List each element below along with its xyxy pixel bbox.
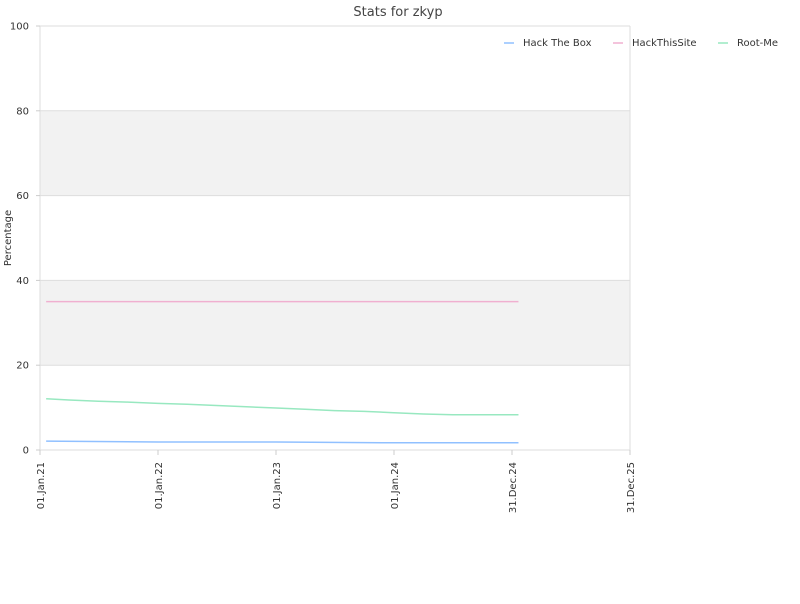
y-tick-label: 0 (23, 446, 29, 457)
plot-band (40, 280, 630, 366)
plot-band (40, 110, 630, 196)
plot-bands (40, 110, 630, 366)
legend-item-hackthissite: HackThisSite (613, 38, 697, 49)
legend-label: HackThisSite (632, 38, 697, 49)
legend-label: Hack The Box (523, 38, 592, 49)
series-lines (46, 300, 519, 444)
y-tick-label: 20 (16, 361, 29, 372)
chart-title: Stats for zkyp (353, 5, 442, 20)
y-tick-label: 80 (16, 106, 29, 117)
grid-lines (39, 25, 631, 451)
x-tick-label: 01.Jan.21 (36, 462, 47, 509)
series-line-root-me (46, 397, 519, 416)
y-tick-label: 60 (16, 191, 29, 202)
x-tick-label: 31.Dec.25 (626, 462, 637, 513)
x-axis-ticks: 01.Jan.21 01.Jan.22 01.Jan.23 01.Jan.24 31.D… (36, 450, 637, 513)
x-tick-label: 31.Dec.24 (508, 462, 519, 513)
y-tick-label: 40 (16, 276, 29, 287)
x-tick-label: 01.Jan.24 (390, 462, 401, 509)
y-axis-label: Percentage (3, 210, 14, 266)
legend-label: Root-Me (737, 38, 778, 49)
y-tick-label: 100 (10, 22, 29, 33)
y-axis-ticks: 0 20 40 60 80 100 (10, 22, 40, 457)
x-tick-label: 01.Jan.22 (154, 462, 165, 509)
x-tick-label: 01.Jan.23 (272, 462, 283, 509)
series-line-hack-the-box (46, 440, 519, 444)
legend-item-root-me: Root-Me (718, 38, 778, 49)
legend-item-hack-the-box: Hack The Box (504, 38, 592, 49)
legend: Hack The Box HackThisSite Root-Me (504, 38, 778, 49)
